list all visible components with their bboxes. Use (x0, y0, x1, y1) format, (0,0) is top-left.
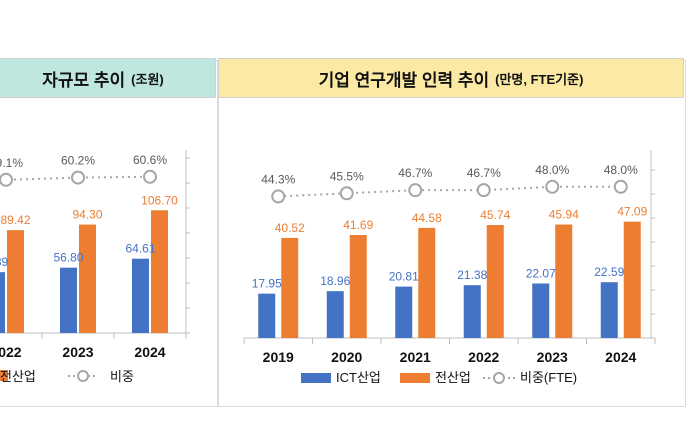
right-ratio-label: 45.5% (330, 169, 364, 183)
left-ict-value-label: 2.89 (0, 255, 9, 269)
left-ratio-marker (71, 170, 85, 185)
right-ratio-marker (545, 179, 560, 194)
right-ratio-line (278, 185, 621, 198)
left-legend-total-swatch (0, 370, 8, 381)
left-chart-panel (0, 60, 218, 407)
left-ratio-marker (0, 172, 13, 187)
right-chart-title: 기업 연구개발 인력 추이 (318, 70, 490, 90)
right-chart-panel (218, 60, 686, 407)
right-total-value-label: 45.74 (480, 208, 510, 222)
left-ict-bar (60, 267, 77, 333)
right-total-value-label: 44.58 (412, 211, 442, 225)
right-ict-value-label: 17.95 (252, 277, 282, 291)
left-legend-ratio-marker (77, 370, 89, 382)
left-chart-header: 자규모 추이 (조원) (0, 58, 216, 98)
left-total-value-label: 94.30 (72, 208, 102, 222)
right-total-value-label: 47.09 (617, 205, 647, 219)
left-total-bar (151, 210, 168, 333)
right-ratio-marker (476, 183, 491, 198)
left-ratio-label: 59.1% (0, 156, 23, 170)
right-total-bar (555, 224, 573, 338)
left-ict-value-label: 56.80 (53, 251, 83, 265)
right-category-label: 2019 (263, 349, 294, 365)
right-ratio-label: 48.0% (535, 163, 569, 177)
left-ict-bar (132, 258, 149, 333)
right-total-bar (418, 227, 436, 338)
left-chart-unit: (조원) (131, 71, 164, 87)
right-chart-unit: (만명, FTE기준) (495, 71, 584, 87)
right-total-value-label: 40.52 (275, 221, 305, 235)
right-category-label: 2021 (400, 349, 431, 365)
right-total-value-label: 45.94 (549, 208, 579, 222)
left-total-bar (7, 230, 24, 333)
right-legend-ict-swatch (301, 373, 331, 383)
left-ratio-marker (143, 169, 157, 184)
right-ict-value-label: 22.59 (594, 265, 624, 279)
left-category-label: 2023 (62, 344, 93, 360)
right-chart: 17.95 40.52 2019 18.96 41.69 2020 20.81 44.58 20… (243, 150, 656, 365)
right-ratio-marker (613, 179, 628, 194)
right-ratio-marker (408, 183, 423, 198)
right-ict-value-label: 22.07 (526, 266, 556, 280)
right-ratio-label: 46.7% (467, 166, 501, 180)
right-legend-total-label: 전산업 (435, 370, 471, 385)
right-ratio-label: 46.7% (398, 166, 432, 180)
right-category-label: 2022 (468, 349, 499, 365)
right-total-bar (349, 235, 367, 338)
left-total-bar (79, 224, 96, 333)
left-ratio-label: 60.6% (133, 153, 167, 167)
right-legend-ratio-label: 비중(FTE) (520, 370, 577, 385)
left-legend-total-label: 전산업 (0, 369, 36, 384)
right-ict-value-label: 18.96 (320, 274, 350, 288)
right-chart-header: 기업 연구개발 인력 추이 (만명, FTE기준) (218, 58, 684, 98)
right-category-label: 2020 (331, 349, 362, 365)
right-ratio-label: 44.3% (261, 172, 295, 186)
left-ratio-label: 60.2% (61, 154, 95, 168)
right-total-bar (623, 221, 641, 338)
right-legend: ICT산업 전산업 비중(FTE) (301, 370, 577, 385)
right-legend-ratio-marker (493, 372, 505, 384)
right-ict-bar (463, 285, 481, 338)
right-legend-ict-label: ICT산업 (336, 370, 381, 385)
left-chart: 2.89 89.42 2022 56.80 94.30 2023 64.61 106.70 20… (0, 150, 190, 360)
right-category-label: 2024 (605, 349, 636, 365)
right-category-label: 2023 (537, 349, 568, 365)
right-ict-value-label: 21.38 (457, 268, 487, 282)
right-legend-total-swatch (400, 373, 430, 383)
left-legend: 전산업 비중 (0, 369, 134, 384)
right-ict-bar (600, 282, 618, 338)
right-ratio-marker (339, 186, 354, 201)
right-total-bar (486, 225, 504, 338)
right-total-value-label: 41.69 (343, 218, 373, 232)
left-total-value-label: 89.42 (0, 213, 30, 227)
left-total-value-label: 106.70 (141, 193, 178, 207)
right-ict-bar (395, 286, 413, 338)
left-legend-ratio-label: 비중 (110, 369, 134, 384)
right-ict-bar (532, 283, 550, 338)
left-ict-value-label: 64.61 (125, 242, 155, 256)
right-total-bar (281, 237, 299, 338)
left-category-label: 2022 (0, 344, 22, 360)
left-chart-title: 자규모 추이 (42, 70, 126, 90)
left-ict-bar (0, 272, 5, 333)
right-ict-bar (326, 291, 344, 338)
right-ict-value-label: 20.81 (389, 270, 419, 284)
right-ratio-marker (271, 189, 286, 204)
right-ratio-label: 48.0% (604, 163, 638, 177)
right-ict-bar (258, 293, 276, 338)
left-category-label: 2024 (134, 344, 165, 360)
